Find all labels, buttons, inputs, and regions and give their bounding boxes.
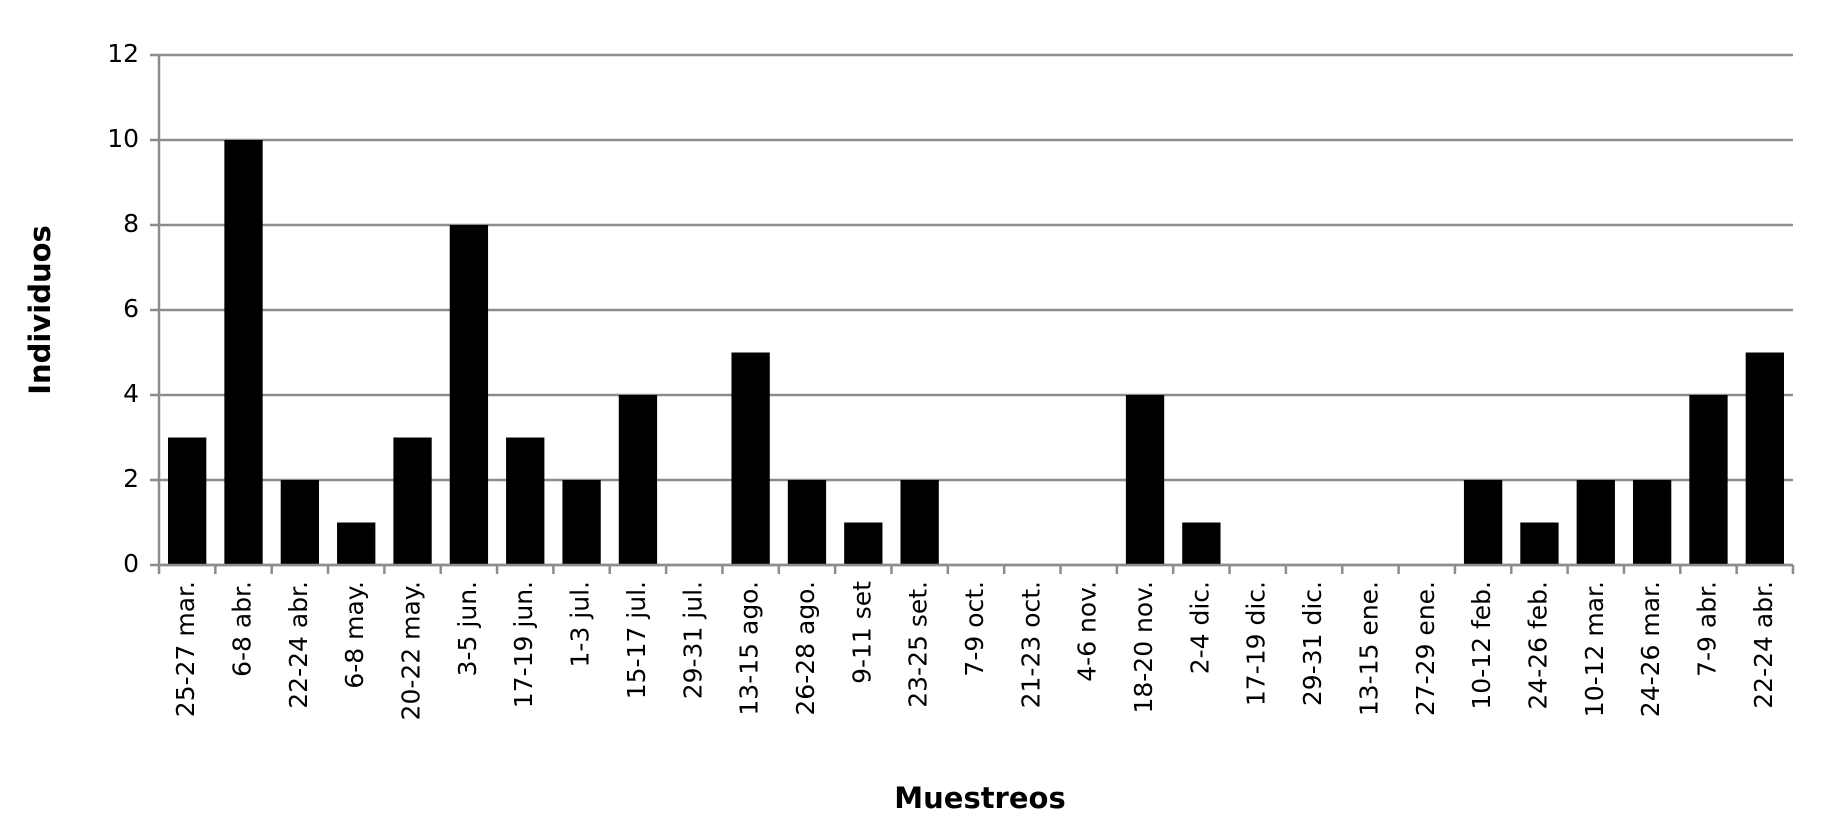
bar xyxy=(731,352,770,565)
x-tick-label: 7-9 oct. xyxy=(960,581,989,677)
x-tick-label: 6-8 abr. xyxy=(228,581,257,677)
x-tick-label: 25-27 mar. xyxy=(171,581,200,717)
bar xyxy=(1463,480,1503,565)
x-tick-label: 1-3 jul. xyxy=(566,581,595,667)
bar xyxy=(1745,352,1784,565)
bar xyxy=(393,437,432,565)
bar xyxy=(1520,522,1559,565)
x-tick-label: 17-19 dic. xyxy=(1242,581,1271,706)
x-tick-label: 10-12 feb. xyxy=(1467,581,1496,710)
x-tick-label: 10-12 mar. xyxy=(1580,581,1609,717)
x-tick-label: 24-26 feb. xyxy=(1523,581,1552,710)
x-tick-label: 20-22 may. xyxy=(397,581,426,720)
bar xyxy=(506,437,545,565)
x-tick-label: 3-5 jun. xyxy=(453,581,482,676)
x-tick-label: 22-24 abr. xyxy=(284,581,313,709)
x-tick-label: 13-15 ene. xyxy=(1354,581,1383,716)
bar xyxy=(1689,395,1728,565)
x-tick-label: 18-20 nov. xyxy=(1129,581,1158,714)
y-tick-label: 10 xyxy=(107,124,139,153)
bar xyxy=(787,480,827,565)
x-tick-label: 24-26 mar. xyxy=(1636,581,1665,717)
y-tick-label: 4 xyxy=(123,379,139,408)
bar xyxy=(562,480,601,565)
x-tick-label: 9-11 set xyxy=(847,581,876,684)
x-tick-label: 26-28 ago. xyxy=(791,581,820,716)
y-axis-title: Individuos xyxy=(23,225,57,395)
bar xyxy=(1632,480,1672,565)
y-tick-label: 12 xyxy=(107,39,139,68)
x-tick-label: 22-24 abr. xyxy=(1749,581,1778,709)
bar xyxy=(449,225,489,565)
y-tick-label: 2 xyxy=(123,464,139,493)
x-tick-label: 27-29 ene. xyxy=(1411,581,1440,716)
x-axis-title: Muestreos xyxy=(894,781,1065,815)
x-tick-label: 2-4 dic. xyxy=(1185,581,1214,674)
bar xyxy=(844,522,883,565)
x-tick-label: 23-25 set. xyxy=(904,581,933,708)
bar xyxy=(1125,395,1165,565)
x-tick-label: 29-31 dic. xyxy=(1298,581,1327,706)
bar xyxy=(224,140,263,565)
bar xyxy=(337,522,376,565)
y-tick-label: 8 xyxy=(123,209,139,238)
x-tick-label: 15-17 jul. xyxy=(622,581,651,699)
x-tick-label: 4-6 nov. xyxy=(1073,581,1102,682)
y-tick-label: 6 xyxy=(123,294,139,323)
x-tick-label: 29-31 jul. xyxy=(678,581,707,699)
x-tick-label: 17-19 jun. xyxy=(509,581,538,708)
bar xyxy=(1576,480,1615,565)
x-tick-label: 13-15 ago. xyxy=(735,581,764,716)
bar xyxy=(900,480,939,565)
bar xyxy=(280,480,320,565)
x-tick-label: 7-9 abr. xyxy=(1692,581,1721,677)
y-tick-label: 0 xyxy=(123,549,139,578)
x-tick-label: 21-23 oct. xyxy=(1016,581,1045,708)
bar xyxy=(618,395,658,565)
x-tick-label: 6-8 may. xyxy=(340,581,369,689)
bar xyxy=(168,437,207,565)
bar xyxy=(1182,522,1221,565)
